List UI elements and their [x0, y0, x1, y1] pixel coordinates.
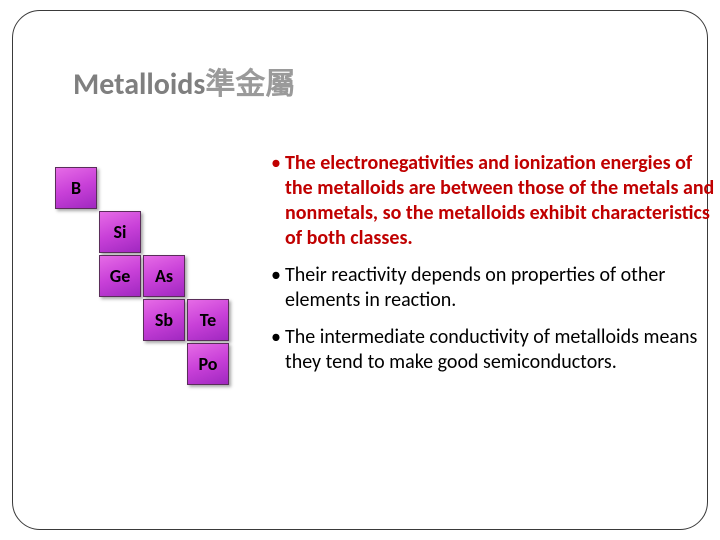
title-cjk: 準金屬: [205, 66, 295, 103]
bullet-item: • The electronegativities and ionization…: [271, 151, 720, 251]
bullet-dot-icon: •: [271, 151, 285, 251]
element-tile-ge: Ge: [99, 255, 141, 297]
element-tile-po: Po: [187, 343, 229, 385]
bullet-dot-icon: •: [271, 263, 285, 313]
bullet-text: The electronegativities and ionization e…: [285, 151, 720, 251]
bullet-item: • The intermediate conductivity of metal…: [271, 325, 720, 375]
slide-title: Metalloids準金屬: [73, 59, 295, 103]
slide-frame: Metalloids準金屬 B Si Ge As Sb Te Po • The …: [12, 10, 708, 530]
bullet-list: • The electronegativities and ionization…: [271, 151, 720, 387]
element-tile-sb: Sb: [143, 299, 185, 341]
bullet-text: The intermediate conductivity of metallo…: [285, 325, 720, 375]
bullet-dot-icon: •: [271, 325, 285, 375]
metalloid-staircase: B Si Ge As Sb Te Po: [43, 161, 263, 421]
bullet-text: Their reactivity depends on properties o…: [285, 263, 720, 313]
element-tile-as: As: [143, 255, 185, 297]
title-en: Metalloids: [73, 66, 205, 103]
element-tile-b: B: [55, 167, 97, 209]
element-tile-si: Si: [99, 211, 141, 253]
bullet-item: • Their reactivity depends on properties…: [271, 263, 720, 313]
element-tile-te: Te: [187, 299, 229, 341]
